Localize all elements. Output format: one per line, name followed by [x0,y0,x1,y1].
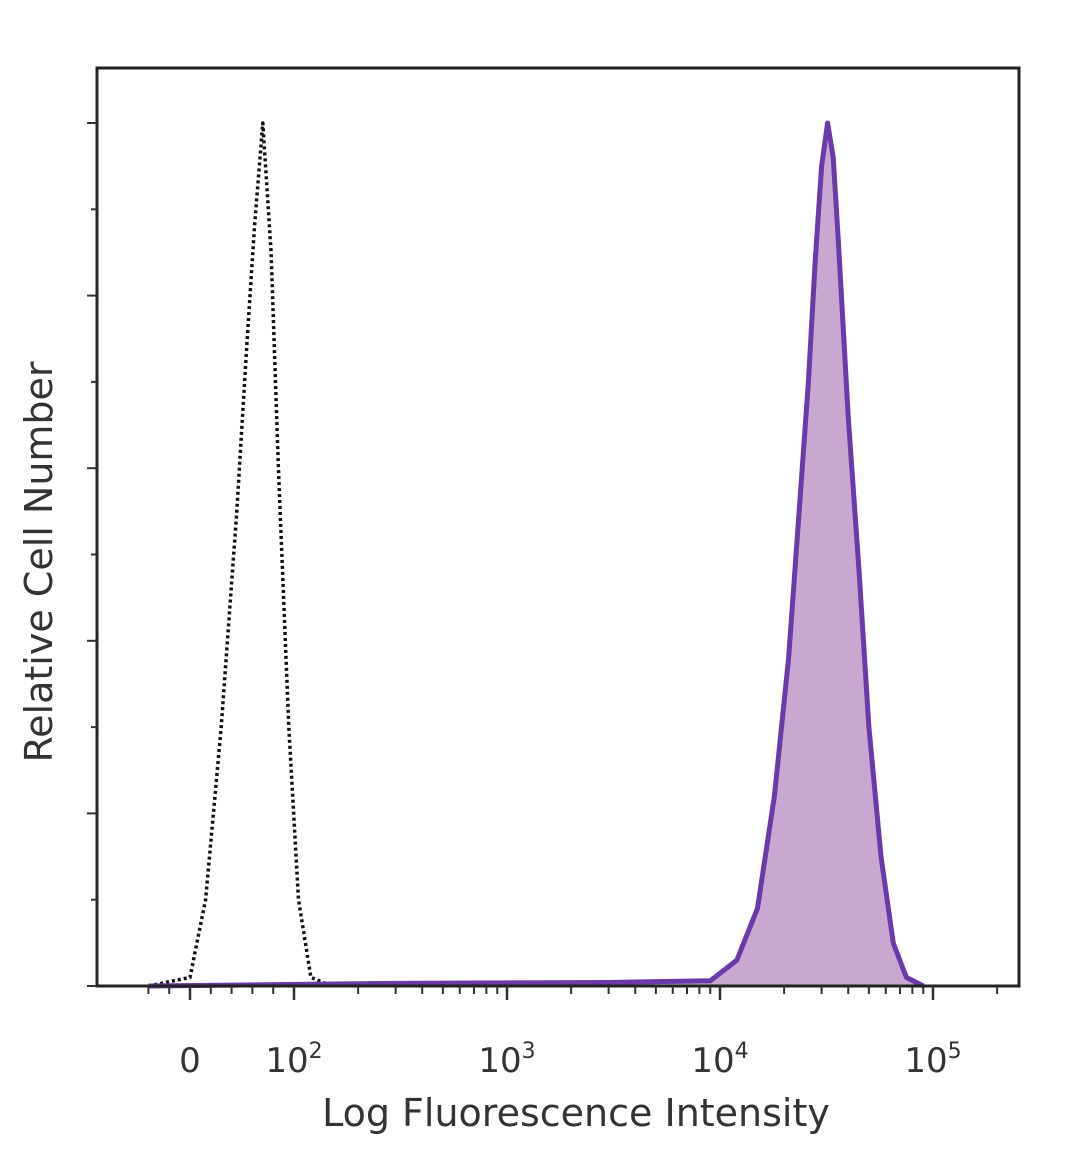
histogram-outline-0 [148,121,333,988]
plot-area [148,120,925,989]
y-axis-label: Relative Cell Number [17,361,61,762]
plot-frame [95,66,1021,988]
x-tick-label: 104 [691,1039,748,1081]
histogram-outline-1 [148,120,925,989]
x-tick-label: 102 [265,1039,322,1081]
x-tick-label: 103 [478,1039,535,1081]
x-tick-label: 105 [904,1039,961,1081]
y-axis-ticks [87,122,97,987]
x-axis-label: Log Fluorescence Intensity [322,1091,830,1135]
x-axis-ticks: 0 102 103 104 105 [147,986,999,1081]
histogram-fill-1 [148,123,924,986]
x-tick-label: 0 [179,1041,201,1081]
